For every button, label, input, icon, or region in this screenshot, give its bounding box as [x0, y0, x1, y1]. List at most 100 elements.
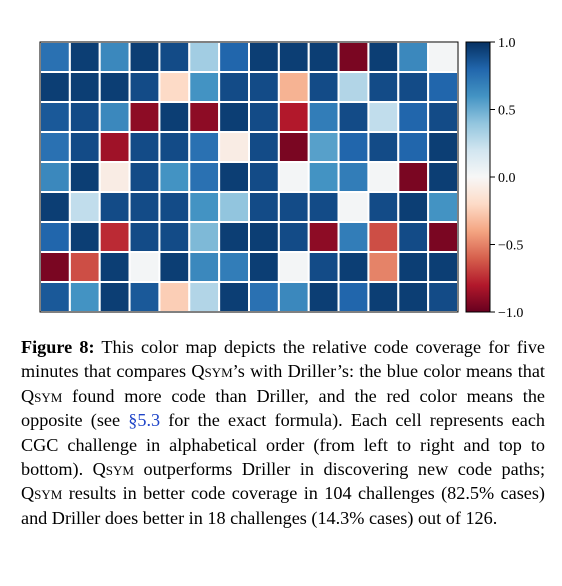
heatmap-cell: [248, 131, 280, 163]
heatmap-cell: [68, 41, 101, 73]
heatmap-cell: [397, 41, 430, 73]
heatmap-cell: [397, 71, 430, 103]
heatmap-cell: [158, 71, 191, 103]
heatmap-cell: [307, 101, 340, 133]
heatmap-cell: [128, 251, 161, 283]
colorbar-tick-label: 0.0: [498, 171, 516, 186]
heatmap-cell: [307, 161, 340, 193]
heatmap-cell: [218, 71, 250, 103]
heatmap-cell: [188, 161, 221, 193]
heatmap-cell: [218, 161, 250, 193]
heatmap-cell: [307, 221, 340, 253]
heatmap-cell: [98, 251, 131, 283]
heatmap-cell: [188, 101, 221, 133]
heatmap-cell: [158, 281, 191, 313]
heatmap-cell: [39, 101, 71, 133]
heatmap-cell: [277, 221, 310, 253]
heatmap-cell: [307, 191, 340, 223]
caption-text: outperforms Driller in discovering new c…: [133, 459, 546, 480]
heatmap-cell: [128, 41, 161, 73]
heatmap-cells: [39, 41, 460, 313]
heatmap-cell: [277, 101, 310, 133]
heatmap-cell: [128, 71, 161, 103]
heatmap-cell: [337, 281, 370, 313]
heatmap-cell: [158, 131, 191, 163]
heatmap-cell: [39, 161, 71, 193]
heatmap-cell: [427, 161, 460, 193]
heatmap-frame: [39, 41, 459, 313]
heatmap-cell: [128, 131, 161, 163]
heatmap-cell: [68, 131, 101, 163]
heatmap-cell: [158, 251, 191, 283]
heatmap-cell: [39, 281, 71, 313]
heatmap-cell: [367, 41, 400, 73]
heatmap-cell: [367, 221, 400, 253]
colorbar-tick-label: −0.5: [498, 239, 523, 254]
colorbar: [465, 41, 491, 313]
heatmap-cell: [427, 251, 460, 283]
heatmap-cell: [397, 161, 430, 193]
heatmap-cell: [218, 191, 250, 223]
heatmap-cell: [427, 101, 460, 133]
heatmap-cell: [98, 71, 131, 103]
colorbar-ticks: 1.0 0.5 0.0 −0.5 −1.0: [490, 36, 523, 320]
heatmap-cell: [427, 281, 460, 313]
heatmap-cell: [218, 41, 250, 73]
heatmap-cell: [397, 191, 430, 223]
heatmap-cell: [218, 101, 250, 133]
heatmap-cell: [68, 221, 101, 253]
heatmap-cell: [39, 71, 71, 103]
heatmap-cell: [248, 281, 280, 313]
heatmap-cell: [218, 131, 250, 163]
heatmap-cell: [248, 41, 280, 73]
caption-text: results in better code coverage in 104 c…: [21, 483, 545, 528]
heatmap-cell: [98, 281, 131, 313]
heatmap-cell: [337, 71, 370, 103]
heatmap-cell: [367, 71, 400, 103]
heatmap-cell: [248, 221, 280, 253]
heatmap-cell: [427, 221, 460, 253]
heatmap-cell: [158, 101, 191, 133]
heatmap-cell: [128, 191, 161, 223]
caption-text: This color map depicts the relative code…: [21, 337, 545, 382]
heatmap-cell: [248, 101, 280, 133]
heatmap-cell: [188, 191, 221, 223]
heatmap-cell: [218, 221, 250, 253]
heatmap-cell: [98, 131, 131, 163]
heatmap-cell: [277, 281, 310, 313]
heatmap-cell: [337, 131, 370, 163]
heatmap-cell: [367, 191, 400, 223]
qsym-name: Qsym: [21, 385, 63, 406]
heatmap-cell: [39, 131, 71, 163]
heatmap-cell: [188, 251, 221, 283]
heatmap-cell: [39, 251, 71, 283]
heatmap-cell: [397, 281, 430, 313]
heatmap-cell: [188, 41, 221, 73]
heatmap-cell: [367, 281, 400, 313]
heatmap-cell: [307, 251, 340, 283]
heatmap-cell: [39, 191, 71, 223]
heatmap-cell: [68, 161, 101, 193]
heatmap-cell: [337, 41, 370, 73]
caption-text: for the exact formula). Each cell repres…: [21, 410, 545, 480]
heatmap-cell: [98, 161, 131, 193]
heatmap-cell: [307, 41, 340, 73]
section-link[interactable]: §5.3: [128, 410, 161, 431]
heatmap-cell: [397, 131, 430, 163]
heatmap-cell: [427, 71, 460, 103]
qsym-name: Qsym: [92, 459, 134, 480]
heatmap-cell: [39, 221, 71, 253]
heatmap-cell: [248, 251, 280, 283]
heatmap-cell: [98, 191, 131, 223]
heatmap-cell: [277, 251, 310, 283]
heatmap-cell: [337, 251, 370, 283]
heatmap-cell: [68, 191, 101, 223]
heatmap-cell: [307, 131, 340, 163]
heatmap-cell: [427, 131, 460, 163]
caption-label: Figure 8:: [21, 337, 95, 357]
heatmap-cell: [218, 251, 250, 283]
heatmap-cell: [98, 221, 131, 253]
heatmap-cell: [307, 281, 340, 313]
heatmap-cell: [367, 131, 400, 163]
heatmap-cell: [98, 41, 131, 73]
